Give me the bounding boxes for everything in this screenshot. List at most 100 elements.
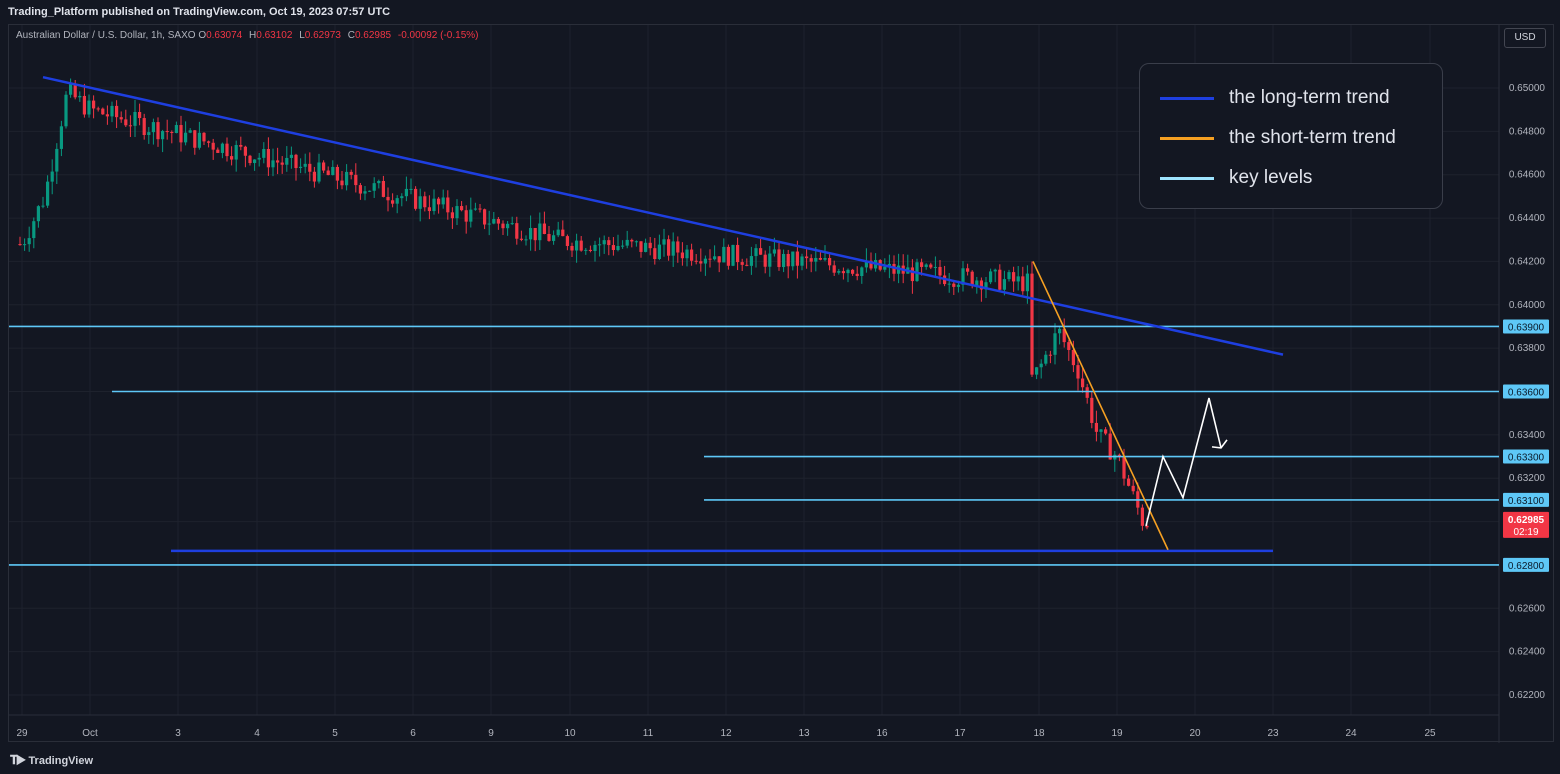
candle-body xyxy=(87,100,91,115)
symbol-name: Australian Dollar / U.S. Dollar, 1h, SAX… xyxy=(16,30,196,41)
current-price-tag xyxy=(1503,511,1549,538)
candle-body xyxy=(179,125,183,143)
candle-body xyxy=(446,197,450,213)
x-tick-label: 6 xyxy=(410,728,416,739)
candle-body xyxy=(607,240,611,246)
candle-body xyxy=(694,260,698,262)
candle-body xyxy=(96,108,100,110)
candle-body xyxy=(1035,367,1039,375)
candle-body xyxy=(225,143,229,157)
candle-body xyxy=(1090,397,1094,423)
candle-body xyxy=(216,149,220,153)
candle-body xyxy=(271,160,275,168)
key-level-tag xyxy=(1503,319,1549,334)
candle-body xyxy=(777,249,781,268)
candle-body xyxy=(565,236,569,246)
candle-body xyxy=(1025,273,1029,292)
candle-body xyxy=(165,131,169,133)
candle-body xyxy=(782,253,786,268)
y-tick-label: 0.65000 xyxy=(1509,83,1546,94)
candle-body xyxy=(542,223,546,235)
candle-body xyxy=(814,257,818,262)
candle-body xyxy=(1108,433,1112,460)
candle-body xyxy=(611,245,615,251)
candle-body xyxy=(308,163,312,172)
candle-body xyxy=(1067,342,1071,350)
x-tick-label: 17 xyxy=(954,728,966,739)
candle-body xyxy=(147,132,151,136)
candle-body xyxy=(920,262,924,267)
y-tick-label: 0.64600 xyxy=(1509,170,1546,181)
candle-body xyxy=(257,157,261,160)
candle-body xyxy=(979,280,983,290)
candle-body xyxy=(584,249,588,251)
candle-body xyxy=(193,130,197,148)
candle-body xyxy=(460,206,464,211)
y-tick-label: 0.63400 xyxy=(1509,430,1546,441)
legend-item-key-levels: key levels xyxy=(1160,167,1312,189)
candle-body xyxy=(427,207,431,212)
x-tick-label: 29 xyxy=(16,728,28,739)
candle-body xyxy=(377,180,381,184)
x-tick-label: 4 xyxy=(254,728,260,739)
candle-body xyxy=(910,267,914,282)
candle-body xyxy=(230,156,234,160)
footer-bar xyxy=(0,744,1560,774)
x-tick-label: Oct xyxy=(82,728,98,739)
candle-body xyxy=(561,229,565,237)
candle-body xyxy=(823,258,827,260)
candle-body xyxy=(547,234,551,241)
candle-body xyxy=(303,163,307,167)
candle-body xyxy=(1002,279,1006,290)
candle-body xyxy=(335,166,339,181)
y-tick-label: 0.64800 xyxy=(1509,126,1546,137)
tradingview-logo[interactable]: 𝐓▶ TradingView xyxy=(10,753,93,768)
x-tick-label: 3 xyxy=(175,728,181,739)
candle-body xyxy=(552,235,556,241)
candle-body xyxy=(174,125,178,134)
candle-body xyxy=(998,269,1002,290)
candle-body xyxy=(32,221,36,239)
candle-body xyxy=(432,198,436,212)
legend-item-short-trend: the short-term trend xyxy=(1160,127,1396,149)
candle-body xyxy=(662,239,666,245)
candle-body xyxy=(455,206,459,219)
candle-body xyxy=(1104,429,1108,434)
candle-body xyxy=(961,268,965,285)
candle-body xyxy=(1021,276,1025,292)
candle-body xyxy=(616,245,620,251)
candle-body xyxy=(317,162,321,182)
candle-body xyxy=(128,125,132,127)
candle-body xyxy=(437,198,441,205)
x-tick-label: 20 xyxy=(1189,728,1201,739)
candle-body xyxy=(1085,387,1089,398)
candle-body xyxy=(1058,328,1062,334)
close-value: 0.62985 xyxy=(354,30,392,41)
candle-body xyxy=(331,166,335,176)
candle-body xyxy=(1099,429,1103,432)
candle-body xyxy=(450,212,454,219)
candle-body xyxy=(1127,478,1131,486)
legend-swatch-short-trend xyxy=(1160,136,1214,140)
x-tick-label: 19 xyxy=(1111,728,1123,739)
candle-body xyxy=(59,126,63,149)
candle-body xyxy=(27,238,31,245)
candle-body xyxy=(529,228,533,240)
published-header: Trading_Platform published on TradingVie… xyxy=(0,0,1560,24)
candle-body xyxy=(975,280,979,286)
key-level-tag xyxy=(1503,384,1549,399)
candle-body xyxy=(1016,276,1020,282)
x-tick-label: 25 xyxy=(1424,728,1436,739)
key-level-tag-text: 0.63900 xyxy=(1508,322,1545,333)
candle-body xyxy=(119,117,123,120)
x-tick-label: 24 xyxy=(1345,728,1357,739)
candle-body xyxy=(722,246,726,263)
candle-body xyxy=(395,198,399,204)
candle-body xyxy=(754,248,758,257)
currency-button[interactable]: USD xyxy=(1504,28,1546,48)
short-term-trend-line xyxy=(1032,261,1169,551)
candle-body xyxy=(726,246,730,266)
candle-body xyxy=(699,261,703,264)
x-tick-label: 12 xyxy=(720,728,732,739)
candle-body xyxy=(151,122,155,133)
